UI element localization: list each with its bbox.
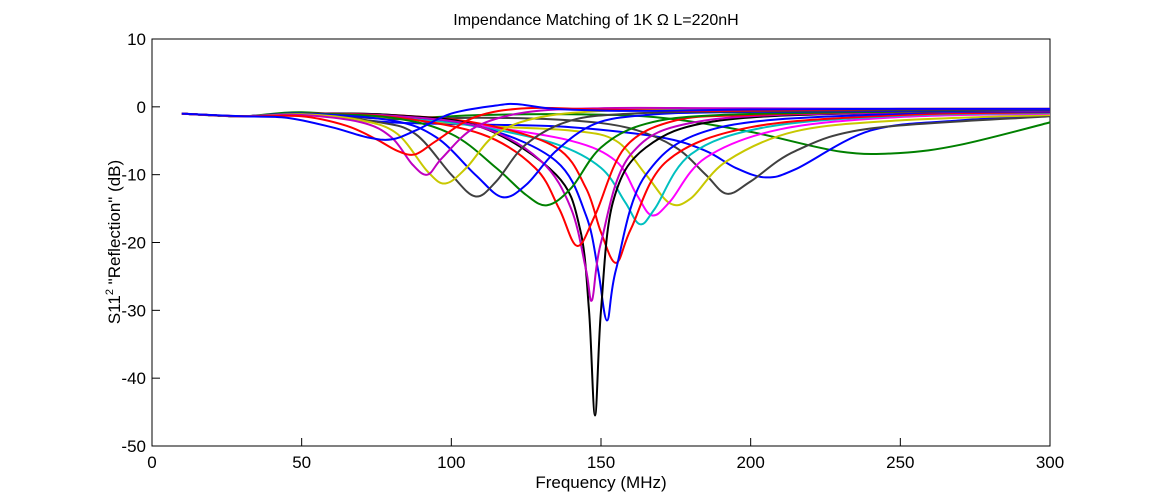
y-axis: 10 0 -10 -20 -30 -40 -50: [121, 30, 160, 456]
y-axis-title: S112 "Reflection" (dB): [104, 160, 124, 324]
x-axis-title: Frequency (MHz): [535, 473, 666, 492]
series-layer: [181, 102, 1051, 417]
y-axis-title-superscript: 2: [104, 289, 116, 295]
y-tick-label: 10: [127, 30, 146, 49]
y-axis-title-main: S11: [105, 295, 124, 324]
x-tick-label: 300: [1036, 453, 1064, 472]
y-tick-label: -40: [121, 369, 146, 388]
x-tick-label: 50: [292, 453, 311, 472]
x-tick-label: 150: [587, 453, 615, 472]
plot-area: [151, 38, 1051, 447]
chart-title: Impendance Matching of 1K Ω L=220nH: [453, 12, 738, 29]
y-tick-label: -50: [121, 437, 146, 456]
x-tick-label: 200: [736, 453, 764, 472]
y-tick-label: -20: [121, 234, 146, 253]
x-tick-label: 250: [886, 453, 914, 472]
x-tick-label: 0: [147, 453, 156, 472]
y-axis-title-rest: "Reflection" (dB): [105, 160, 124, 289]
y-tick-label: -30: [121, 301, 146, 320]
y-tick-label: -10: [121, 166, 146, 185]
series-line-18: [181, 102, 1051, 141]
x-tick-label: 100: [437, 453, 465, 472]
x-axis: 0 50 100 150 200 250 300: [147, 438, 1064, 472]
y-tick-label: 0: [137, 98, 146, 117]
